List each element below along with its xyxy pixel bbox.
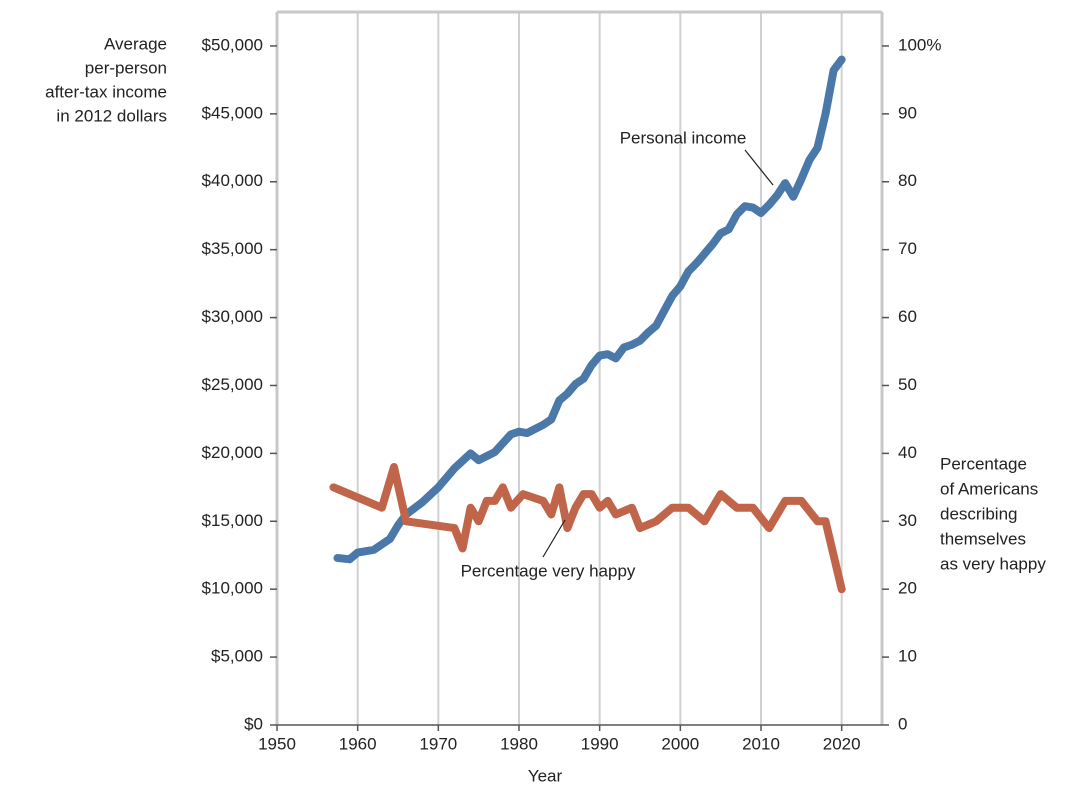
annotation-leader [744, 149, 774, 186]
annotation-leader [542, 519, 566, 558]
y-tick-label: $45,000 [202, 103, 263, 122]
y-axis-label: in 2012 dollars [56, 106, 167, 125]
y-axis-label: Average [104, 34, 167, 53]
y-tick-label: $35,000 [202, 239, 263, 258]
x-tick-label: 1970 [419, 734, 457, 753]
y-axis-label: after-tax income [45, 82, 167, 101]
x-axis-label: Year [528, 766, 563, 785]
y2-tick-label: 0 [898, 714, 907, 733]
y-tick-label: $20,000 [202, 443, 263, 462]
y2-tick-label: 30 [898, 511, 917, 530]
y2-tick-label: 20 [898, 579, 917, 598]
y2-tick-label: 100% [898, 35, 941, 54]
y-tick-label: $10,000 [202, 579, 263, 598]
data-line [333, 55, 846, 564]
x-tick-label: 1990 [581, 734, 619, 753]
x-tick-label: 1960 [339, 734, 377, 753]
x-tick-label: 2000 [661, 734, 699, 753]
series-label: Personal income [620, 128, 747, 147]
y2-tick-label: 50 [898, 375, 917, 394]
x-tick-label: 2010 [742, 734, 780, 753]
y-tick-label: $30,000 [202, 307, 263, 326]
y2-tick-label: 70 [898, 239, 917, 258]
x-tick-label: 2020 [823, 734, 861, 753]
y-tick-label: $50,000 [202, 35, 263, 54]
y2-tick-label: 40 [898, 443, 917, 462]
y2-tick-label: 80 [898, 171, 917, 190]
y-tick-label: $0 [244, 714, 263, 733]
y-tick-label: $40,000 [202, 171, 263, 190]
y2-axis-label: of Americans [940, 479, 1038, 498]
y-tick-label: $5,000 [211, 647, 263, 666]
x-tick-label: 1950 [258, 734, 296, 753]
x-tick-label: 1980 [500, 734, 538, 753]
y-axis-label: per-person [85, 58, 167, 77]
y2-tick-label: 10 [898, 647, 917, 666]
data-line [329, 462, 846, 594]
series-label: Percentage very happy [461, 561, 636, 580]
y2-axis-label: Percentage [940, 454, 1027, 473]
y2-axis-label: themselves [940, 529, 1026, 548]
y-tick-label: $25,000 [202, 375, 263, 394]
y-tick-label: $15,000 [202, 511, 263, 530]
y2-tick-label: 90 [898, 103, 917, 122]
y2-axis-label: as very happy [940, 554, 1046, 573]
y2-tick-label: 60 [898, 307, 917, 326]
y2-axis-label: describing [940, 504, 1018, 523]
